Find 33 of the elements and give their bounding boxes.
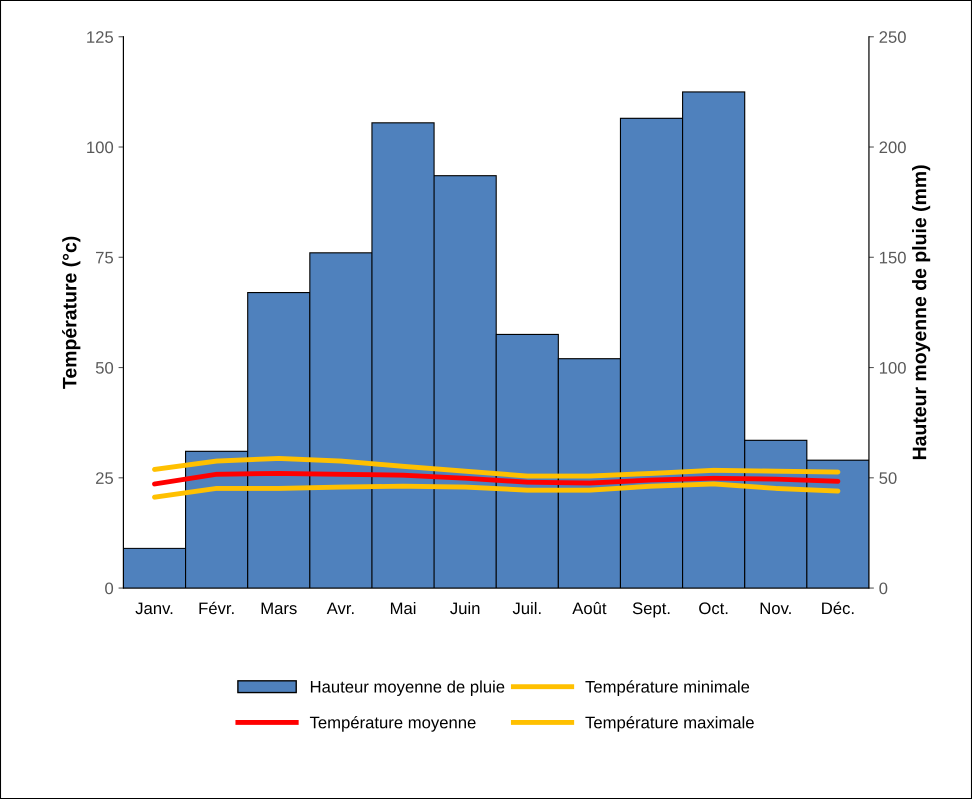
line-series [152,456,840,478]
line-series [152,482,840,500]
legend-label: Température minimale [585,680,750,696]
x-tick-label: Mai [390,602,416,614]
x-tick-label: Nov. [760,602,791,614]
y-tick-label: 0 [105,582,114,594]
y2-tick-label: 250 [880,31,906,43]
y-axis-title: Température (°c) [62,236,80,389]
y2-tick-label: 200 [880,141,906,154]
x-tick-label: Juin [450,602,480,614]
x-tick-label: Juil. [512,602,541,614]
y-tick-label: 25 [96,472,114,484]
y-tick-label: 125 [87,31,114,43]
y2-axis-title: Hauteur moyenne de pluie (mm) [912,165,930,460]
x-tick-label: Déc. [822,602,854,614]
x-tick-label: Oct. [699,602,728,614]
y-tick-label: 100 [87,141,114,154]
legend-label: Hauteur moyenne de pluie [310,680,504,696]
y2-tick-label: 100 [880,362,906,374]
x-tick-label: Janv. [135,602,172,614]
line-series [152,470,840,486]
y2-tick-label: 50 [879,472,897,484]
legend-label: Température moyenne [310,716,476,732]
x-tick-label: Avr. [326,602,354,614]
x-tick-label: Mars [262,602,297,614]
y-tick-label: 75 [96,252,114,264]
x-tick-label: Sept. [632,602,670,618]
y-tick-label: 50 [96,362,114,374]
legend-label: Température maximale [585,716,754,732]
x-tick-label: Févr. [199,602,234,614]
x-tick-label: Août [572,602,606,614]
y2-tick-label: 150 [880,252,906,264]
y2-tick-label: 0 [879,582,888,594]
